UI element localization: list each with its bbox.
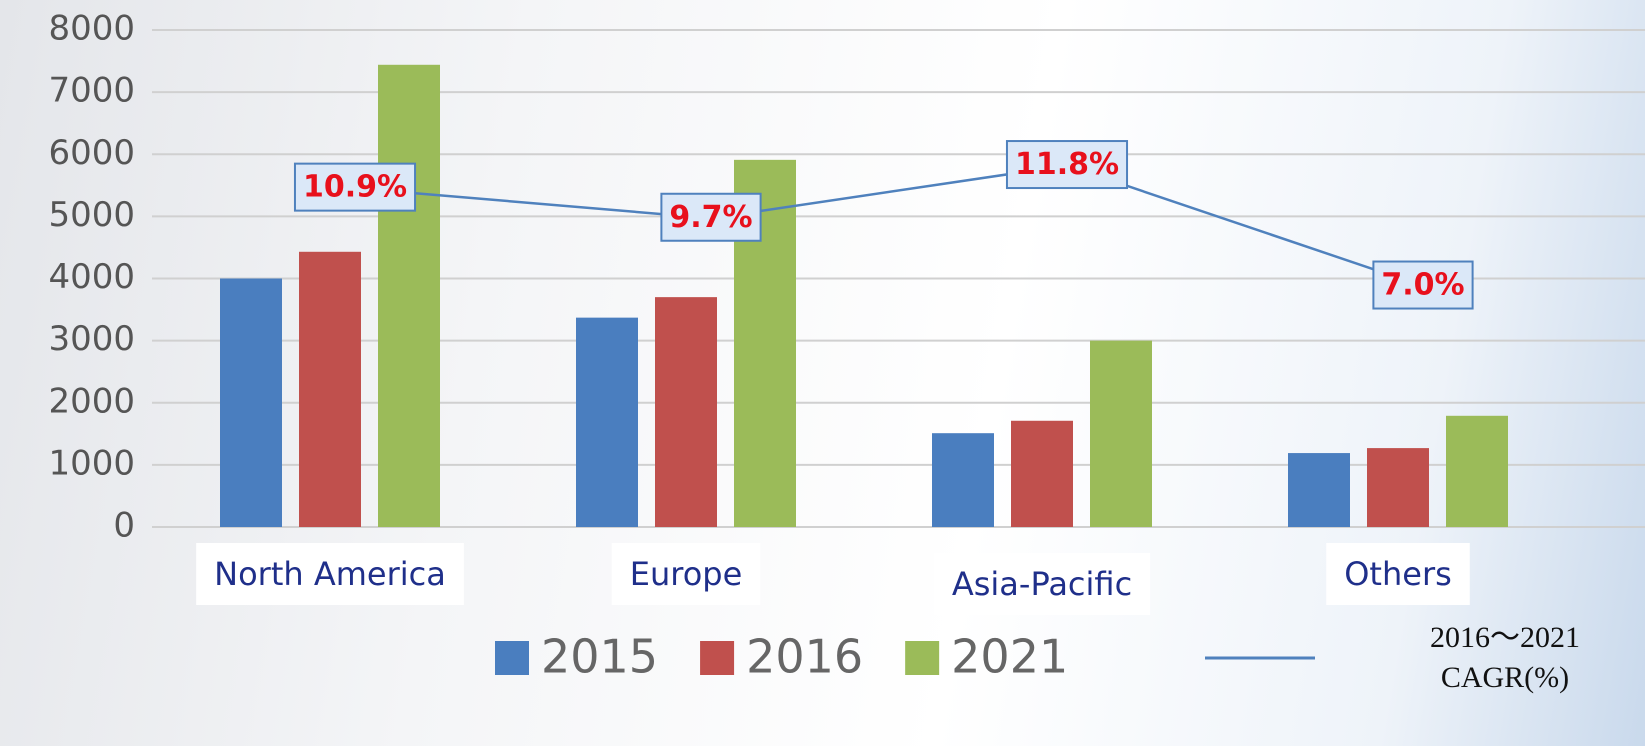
legend-label: 2016～2021 CAGR(%)	[1430, 621, 1580, 694]
y-tick-label: 2000	[48, 381, 135, 421]
data-label: 7.0%	[1381, 268, 1464, 303]
data-label-box	[1005, 140, 1129, 190]
label-box	[933, 553, 1151, 615]
data-label: 9.7%	[669, 200, 752, 235]
label-box	[611, 543, 761, 605]
x-tick-label: North America	[214, 555, 446, 593]
bar	[1367, 448, 1429, 527]
legend-swatch	[700, 641, 735, 675]
bar	[576, 317, 638, 527]
data-label-box	[660, 192, 762, 242]
data-label: 10.9%	[303, 170, 407, 205]
bar	[1446, 415, 1508, 527]
bar	[1011, 420, 1073, 527]
bar	[220, 278, 282, 527]
label-box	[1326, 543, 1470, 605]
y-tick-label: 1000	[48, 443, 135, 483]
y-tick-label: 0	[113, 506, 135, 546]
x-tick-label: Asia-Pacific	[952, 565, 1132, 603]
bar	[655, 297, 717, 527]
bar	[1090, 340, 1152, 527]
x-tick-label: Europe	[630, 555, 743, 593]
legend-label: 2021	[951, 630, 1068, 684]
legend-label: 2015	[541, 630, 658, 684]
y-tick-label: 8000	[48, 9, 135, 49]
data-label-box	[1372, 260, 1474, 310]
label-box	[196, 543, 464, 605]
cagr-line	[354, 164, 1424, 288]
bar	[1288, 453, 1350, 527]
y-tick-label: 5000	[48, 195, 135, 235]
bar	[932, 433, 994, 527]
y-tick-label: 7000	[48, 71, 135, 111]
y-tick-label: 6000	[48, 133, 135, 173]
y-tick-label: 4000	[48, 257, 135, 297]
legend-swatch	[905, 641, 940, 675]
legend-swatch	[495, 641, 529, 675]
data-label-box	[293, 162, 417, 212]
y-tick-label: 3000	[48, 319, 135, 359]
bar	[299, 251, 361, 527]
bar	[378, 64, 440, 527]
legend-label: 2016	[746, 630, 863, 684]
data-label: 11.8%	[1015, 147, 1119, 182]
x-tick-label: Others	[1344, 555, 1452, 593]
